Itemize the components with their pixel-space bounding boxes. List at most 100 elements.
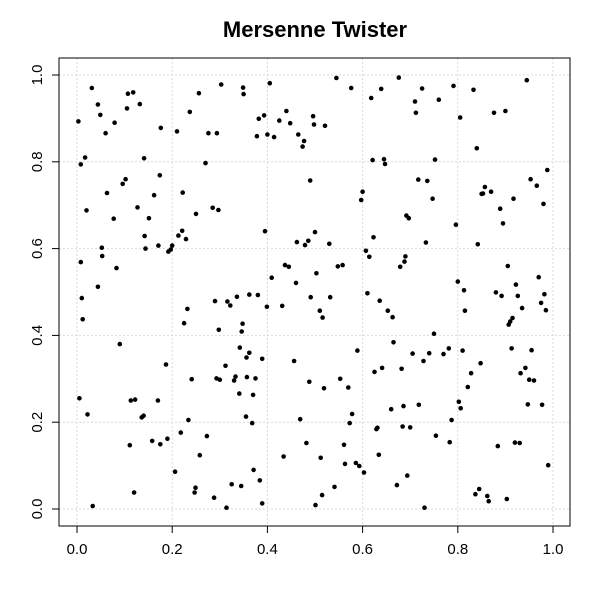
data-point [286,264,292,270]
grid-lines [59,58,570,526]
data-point [284,108,289,114]
data-point [474,146,480,151]
data-point [79,295,85,301]
data-point [132,397,138,402]
data-point [423,240,429,245]
data-point [307,379,312,385]
data-point [311,122,317,127]
data-point [168,247,174,252]
data-point [204,433,210,439]
data-point [128,398,134,403]
data-point [403,254,408,259]
data-point [327,294,333,300]
data-point [337,376,343,382]
x-tick-label: 0.6 [352,541,373,558]
data-point [181,320,187,326]
data-point [218,82,224,87]
data-point [196,90,202,96]
data-point [377,298,383,304]
data-point [478,360,483,366]
data-point [211,495,217,501]
data-point [247,292,252,297]
data-point [327,241,332,247]
data-point [495,443,501,449]
data-point [163,362,169,367]
data-point [513,282,519,287]
data-point [375,425,380,431]
data-point [358,197,364,203]
data-point [456,399,462,405]
data-point [515,293,521,299]
data-point [529,347,534,353]
data-point [340,262,345,268]
data-point [538,300,544,306]
data-point [287,120,293,126]
data-point [363,248,369,254]
data-point [214,130,220,136]
data-point [320,315,325,320]
data-point [257,478,263,483]
data-point [244,374,250,380]
data-point [401,403,406,409]
data-point [183,236,189,242]
data-point [485,493,490,499]
data-point [510,315,515,321]
data-point [499,293,504,299]
x-tick-label: 1.0 [543,541,564,558]
data-point [453,222,459,227]
data-point [189,376,194,382]
data-point [480,191,486,196]
data-point [249,420,255,426]
data-point [172,469,178,475]
data-point [430,196,435,201]
y-axis: 0.0 0.2 0.4 0.6 0.8 1.0 [29,65,60,519]
data-point [158,442,163,447]
data-point [318,455,324,461]
data-point [388,406,394,412]
data-point [216,207,221,213]
data-point [142,233,147,239]
data-point [361,470,367,475]
data-point [378,86,384,92]
data-point [523,365,528,371]
data-point [458,406,464,411]
data-point [90,503,95,509]
data-point [192,490,197,495]
data-point [149,438,155,444]
data-point [475,242,481,247]
data-point [112,120,117,125]
data-point [264,304,270,310]
data-point [509,346,514,351]
data-point [317,308,323,314]
data-point [455,279,461,284]
data-point [534,183,540,188]
data-point [432,157,438,162]
data-point [447,439,453,445]
data-point [262,228,268,234]
data-point [543,307,549,313]
data-point [461,288,467,293]
data-point [225,299,230,304]
data-point [294,239,300,245]
data-point [259,501,265,506]
x-tick-label: 0.2 [162,541,183,558]
data-point [178,430,184,435]
data-point [468,370,474,376]
data-point [307,178,313,183]
x-axis: 0.0 0.2 0.4 0.6 0.8 1.0 [67,525,564,558]
data-point [217,377,223,383]
y-tick-label: 0.6 [29,238,46,259]
data-point [500,221,506,226]
data-point [518,370,523,376]
data-point [117,341,123,347]
data-point [197,452,203,458]
data-point [486,498,492,504]
data-point [406,215,412,221]
data-point [382,161,388,167]
data-point [103,130,108,136]
data-point [446,346,452,351]
data-point [353,460,359,466]
data-point [421,358,426,364]
data-point [120,181,125,187]
data-point [416,402,422,408]
